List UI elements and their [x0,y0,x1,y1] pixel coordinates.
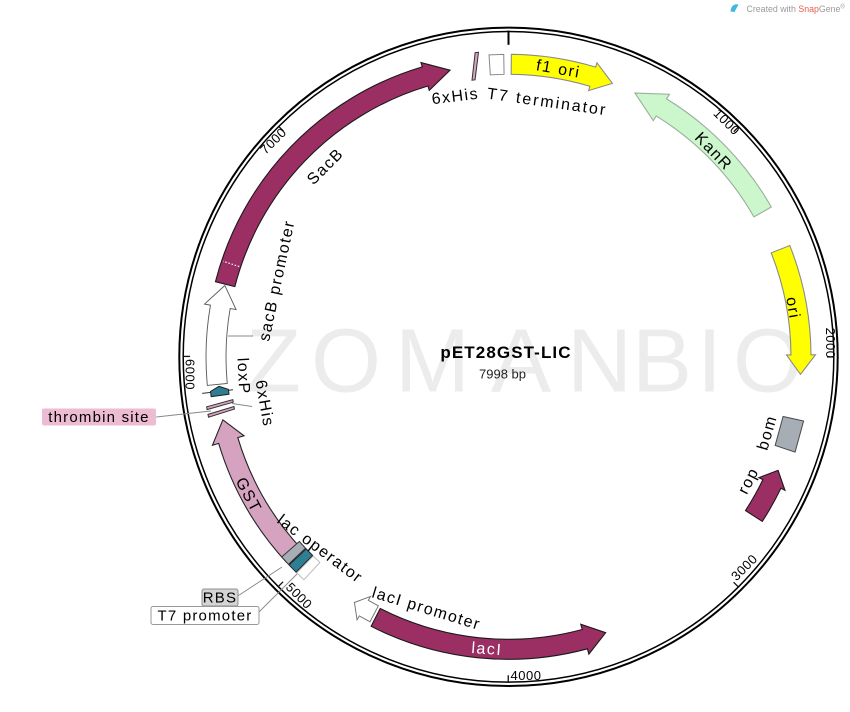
svg-text:6000: 6000 [183,359,198,390]
svg-text:7998 bp: 7998 bp [479,367,526,382]
svg-text:lacI: lacI [471,640,503,659]
svg-text:ori: ori [782,296,803,321]
svg-text:pET28GST-LIC: pET28GST-LIC [440,343,571,362]
svg-text:RBS: RBS [203,590,237,607]
svg-text:4000: 4000 [511,668,542,683]
svg-text:loxP: loxP [234,357,253,395]
svg-text:6xHis: 6xHis [431,86,480,109]
svg-text:thrombin site: thrombin site [48,409,149,426]
svg-text:Created with SnapGene®: Created with SnapGene® [747,4,846,15]
svg-text:T7 promoter: T7 promoter [158,608,253,625]
svg-text:2000: 2000 [823,328,838,359]
